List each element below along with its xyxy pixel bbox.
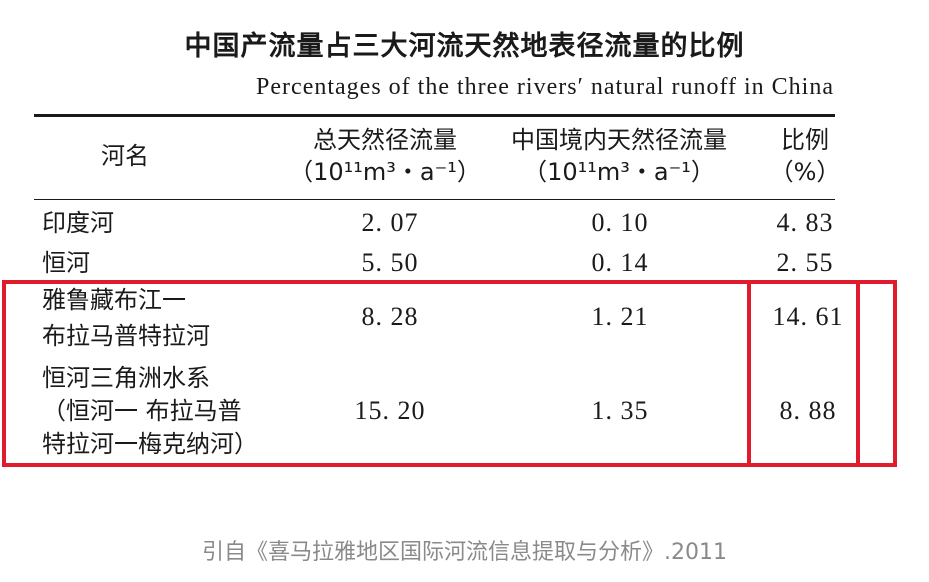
row-ratio: 2. 55 (776, 248, 834, 277)
table-title-chinese: 中国产流量占三大河流天然地表径流量的比例 (184, 31, 745, 62)
row-total-runoff: 15. 20 (354, 396, 426, 425)
row-name-line: 布拉马普特拉河 (42, 322, 210, 350)
row-china-runoff: 0. 10 (591, 208, 649, 237)
row-total-runoff: 2. 07 (361, 208, 419, 237)
row-name: 恒河 (42, 249, 90, 277)
row-name-line: （恒河一 布拉马普 (42, 397, 242, 425)
row-total-runoff: 5. 50 (361, 248, 419, 277)
header-divider-rule (34, 199, 835, 200)
header-ratio: 比例 （%） (760, 124, 850, 188)
row-china-runoff: 1. 35 (591, 396, 649, 425)
row-ratio: 8. 88 (779, 396, 837, 425)
source-caption: 引自《喜马拉雅地区国际河流信息提取与分析》.2011 (202, 540, 727, 565)
table-top-rule (34, 114, 835, 117)
row-total-runoff: 8. 28 (361, 302, 419, 331)
table-title-english: Percentages of the three rivers′ natural… (256, 74, 834, 100)
row-name-line: 特拉河一梅克纳河） (42, 430, 258, 458)
header-total-runoff: 总天然径流量 （10¹¹m³・a⁻¹） (280, 124, 490, 188)
row-china-runoff: 0. 14 (591, 248, 649, 277)
header-china-runoff: 中国境内天然径流量 （10¹¹m³・a⁻¹） (488, 124, 750, 188)
header-ratio-label: 比例 (781, 126, 829, 154)
row-ratio: 4. 83 (776, 208, 834, 237)
row-ratio: 14. 61 (772, 302, 844, 331)
header-china-runoff-unit: （10¹¹m³・a⁻¹） (523, 158, 715, 186)
row-name: 印度河 (42, 209, 114, 237)
header-china-runoff-label: 中国境内天然径流量 (511, 126, 727, 154)
highlight-box-ratio-column (747, 280, 860, 467)
row-china-runoff: 1. 21 (591, 302, 649, 331)
header-total-runoff-label: 总天然径流量 (313, 126, 457, 154)
highlight-box-rows (2, 280, 897, 467)
row-name-line: 恒河三角洲水系 (42, 364, 210, 392)
header-river-name: 河名 (101, 142, 149, 170)
header-ratio-unit: （%） (769, 158, 841, 186)
header-total-runoff-unit: （10¹¹m³・a⁻¹） (289, 158, 481, 186)
row-name-line: 雅鲁藏布江一 (42, 286, 186, 314)
